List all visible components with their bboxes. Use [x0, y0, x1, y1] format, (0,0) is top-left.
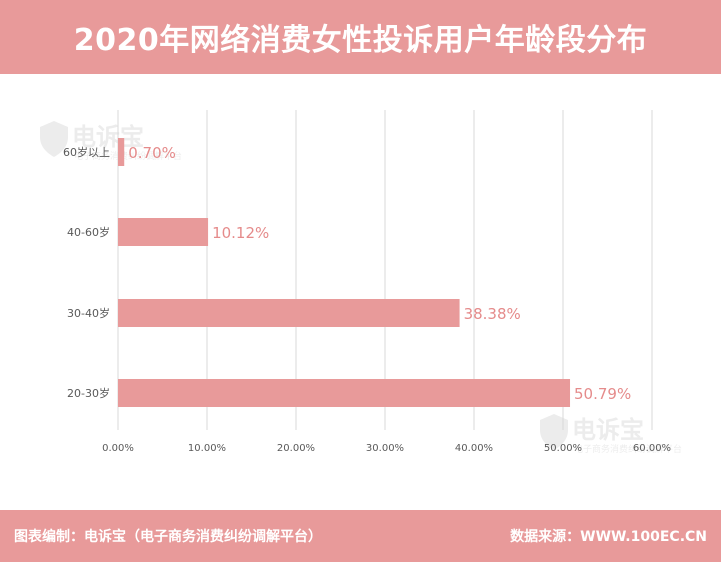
- category-label: 60岁以上: [63, 145, 110, 159]
- x-tick-label: 60.00%: [633, 443, 671, 454]
- header-banner: 2020年网络消费女性投诉用户年龄段分布: [0, 0, 721, 74]
- shield-icon: [40, 121, 68, 157]
- x-tick-label: 0.00%: [102, 443, 134, 454]
- x-tick-label: 50.00%: [544, 443, 582, 454]
- x-tick-label: 20.00%: [277, 443, 315, 454]
- category-label: 40-60岁: [67, 225, 110, 239]
- bar-0: [118, 138, 125, 166]
- x-tick-label: 10.00%: [188, 443, 226, 454]
- watermark-tagline: 电子商务消费纠纷调解平台: [74, 150, 182, 162]
- watermark-brand: 电诉宝: [572, 416, 644, 444]
- bar-2: [118, 299, 460, 327]
- shield-icon: [540, 414, 568, 450]
- data-label: 50.79%: [574, 385, 631, 403]
- category-label: 30-40岁: [67, 306, 110, 320]
- chart-title: 2020年网络消费女性投诉用户年龄段分布: [73, 23, 648, 58]
- x-tick-labels: 0.00% 10.00% 20.00% 30.00% 40.00% 50.00% 60.00…: [102, 443, 671, 454]
- category-label: 20-30岁: [67, 386, 110, 400]
- data-label: 10.12%: [212, 224, 269, 242]
- bar-3: [118, 379, 571, 407]
- x-tick-label: 40.00%: [455, 443, 493, 454]
- category-labels: 60岁以上 40-60岁 30-40岁 20-30岁: [63, 145, 110, 400]
- data-label: 0.70%: [128, 144, 176, 162]
- footer-source: 数据来源：WWW.100EC.CN: [510, 529, 707, 545]
- bars: [118, 138, 571, 407]
- x-tick-label: 30.00%: [366, 443, 404, 454]
- watermark-tagline: 电子商务消费纠纷调解平台: [574, 443, 682, 455]
- footer-banner: 图表编制：电诉宝（电子商务消费纠纷调解平台） 数据来源：WWW.100EC.CN: [0, 510, 721, 562]
- bar-1: [118, 218, 209, 246]
- footer-credit: 图表编制：电诉宝（电子商务消费纠纷调解平台）: [14, 529, 322, 545]
- watermark-brand: 电诉宝: [72, 123, 144, 151]
- data-label: 38.38%: [464, 305, 521, 323]
- data-labels: 0.70% 10.12% 38.38% 50.79%: [128, 144, 631, 403]
